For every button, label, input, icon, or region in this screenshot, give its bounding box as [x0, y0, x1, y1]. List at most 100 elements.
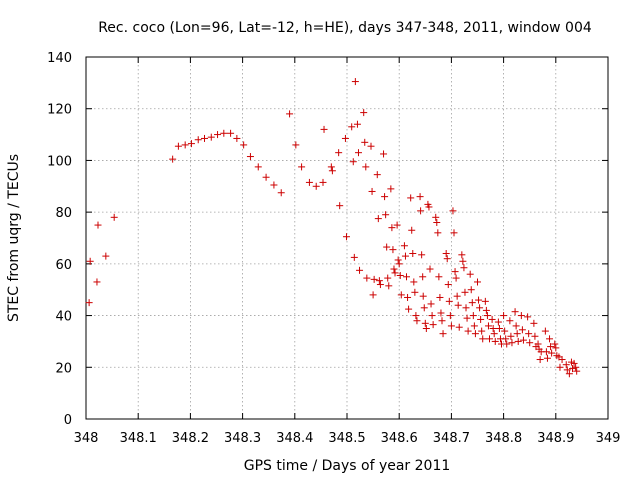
data-point — [270, 181, 278, 189]
data-point — [373, 171, 381, 179]
data-point — [354, 149, 362, 157]
data-point — [519, 336, 527, 344]
data-point — [468, 299, 476, 307]
data-point — [476, 304, 484, 312]
data-point — [369, 291, 377, 299]
data-point — [518, 326, 526, 334]
data-point — [360, 109, 368, 117]
data-point — [363, 274, 371, 282]
y-tick-label: 100 — [47, 154, 72, 169]
data-point — [470, 322, 478, 330]
data-point — [467, 286, 475, 294]
y-tick-label: 40 — [55, 310, 72, 325]
data-point — [110, 213, 118, 221]
data-point — [558, 356, 566, 364]
data-point — [187, 140, 195, 148]
data-point — [181, 141, 189, 149]
data-point — [387, 185, 395, 193]
data-point — [477, 315, 485, 323]
y-tick-label: 140 — [47, 51, 72, 66]
data-point — [514, 337, 522, 345]
x-tick-label: 348.9 — [537, 431, 574, 446]
x-tick-label: 348.7 — [433, 431, 470, 446]
data-point — [427, 300, 435, 308]
data-point — [367, 142, 375, 150]
data-point — [391, 269, 399, 277]
data-point — [385, 282, 393, 290]
data-point — [254, 163, 262, 171]
data-point — [501, 327, 509, 335]
data-point — [277, 189, 285, 197]
x-tick-label: 348.4 — [276, 431, 313, 446]
data-point — [503, 340, 511, 348]
y-axis-title: STEC from uqrg / TECUs — [6, 154, 22, 322]
data-point — [469, 312, 477, 320]
data-point — [380, 150, 388, 158]
data-point — [393, 221, 401, 229]
data-point — [525, 330, 533, 338]
data-point — [481, 297, 489, 305]
data-point — [388, 224, 396, 232]
axis-ticks — [85, 56, 609, 420]
x-tick-label: 348.3 — [224, 431, 261, 446]
data-point — [397, 291, 405, 299]
data-point — [356, 266, 364, 274]
x-axis-title: GPS time / Days of year 2011 — [244, 458, 451, 474]
data-point — [94, 221, 102, 229]
data-point — [573, 367, 581, 375]
data-point — [395, 260, 403, 268]
x-tick-label: 348.1 — [120, 431, 157, 446]
y-tick-label: 80 — [55, 206, 72, 221]
data-point — [233, 134, 241, 142]
data-point — [336, 202, 344, 210]
x-tick-labels: 348 348.1 348.2 348.3 348.4 348.5 348.6 348.7 34… — [74, 431, 621, 446]
y-tick-label: 20 — [55, 361, 72, 376]
data-point — [174, 142, 182, 150]
data-point — [450, 229, 458, 237]
data-point — [214, 131, 222, 139]
data-point — [447, 322, 455, 330]
data-point — [438, 317, 446, 325]
data-point — [486, 335, 494, 343]
data-point — [570, 359, 578, 367]
data-point — [482, 306, 490, 314]
data-point — [483, 312, 491, 320]
chart-title: Rec. coco (Lon=96, Lat=-12, h=HE), days … — [98, 20, 592, 36]
y-tick-labels: 0 20 40 60 80 100 120 140 — [47, 51, 72, 428]
x-tick-label: 348.8 — [485, 431, 522, 446]
data-point — [390, 265, 398, 273]
data-point — [362, 163, 370, 171]
data-point — [409, 250, 417, 258]
data-point — [383, 243, 391, 251]
data-point — [368, 187, 376, 195]
data-point — [420, 304, 428, 312]
data-point — [384, 274, 392, 282]
data-point — [526, 339, 534, 347]
data-point — [382, 211, 390, 219]
data-point — [374, 215, 382, 223]
data-point — [460, 264, 468, 272]
data-point — [547, 343, 555, 351]
data-point — [435, 273, 443, 281]
data-point — [342, 233, 350, 241]
data-point — [524, 313, 532, 321]
data-point — [484, 322, 492, 330]
data-point — [102, 252, 110, 260]
data-point — [536, 356, 544, 364]
data-point — [434, 229, 442, 237]
x-tick-label: 348.2 — [172, 431, 209, 446]
data-point — [413, 317, 421, 325]
data-point — [541, 327, 549, 335]
data-point — [328, 167, 336, 175]
data-point — [551, 340, 559, 348]
data-point — [530, 319, 538, 327]
data-point — [569, 365, 577, 373]
data-point — [421, 319, 429, 327]
data-point — [572, 363, 580, 371]
data-point — [489, 325, 497, 332]
data-point — [305, 178, 313, 186]
data-point — [543, 354, 551, 362]
data-point — [491, 337, 499, 345]
data-point — [351, 78, 359, 86]
data-point — [410, 278, 418, 286]
